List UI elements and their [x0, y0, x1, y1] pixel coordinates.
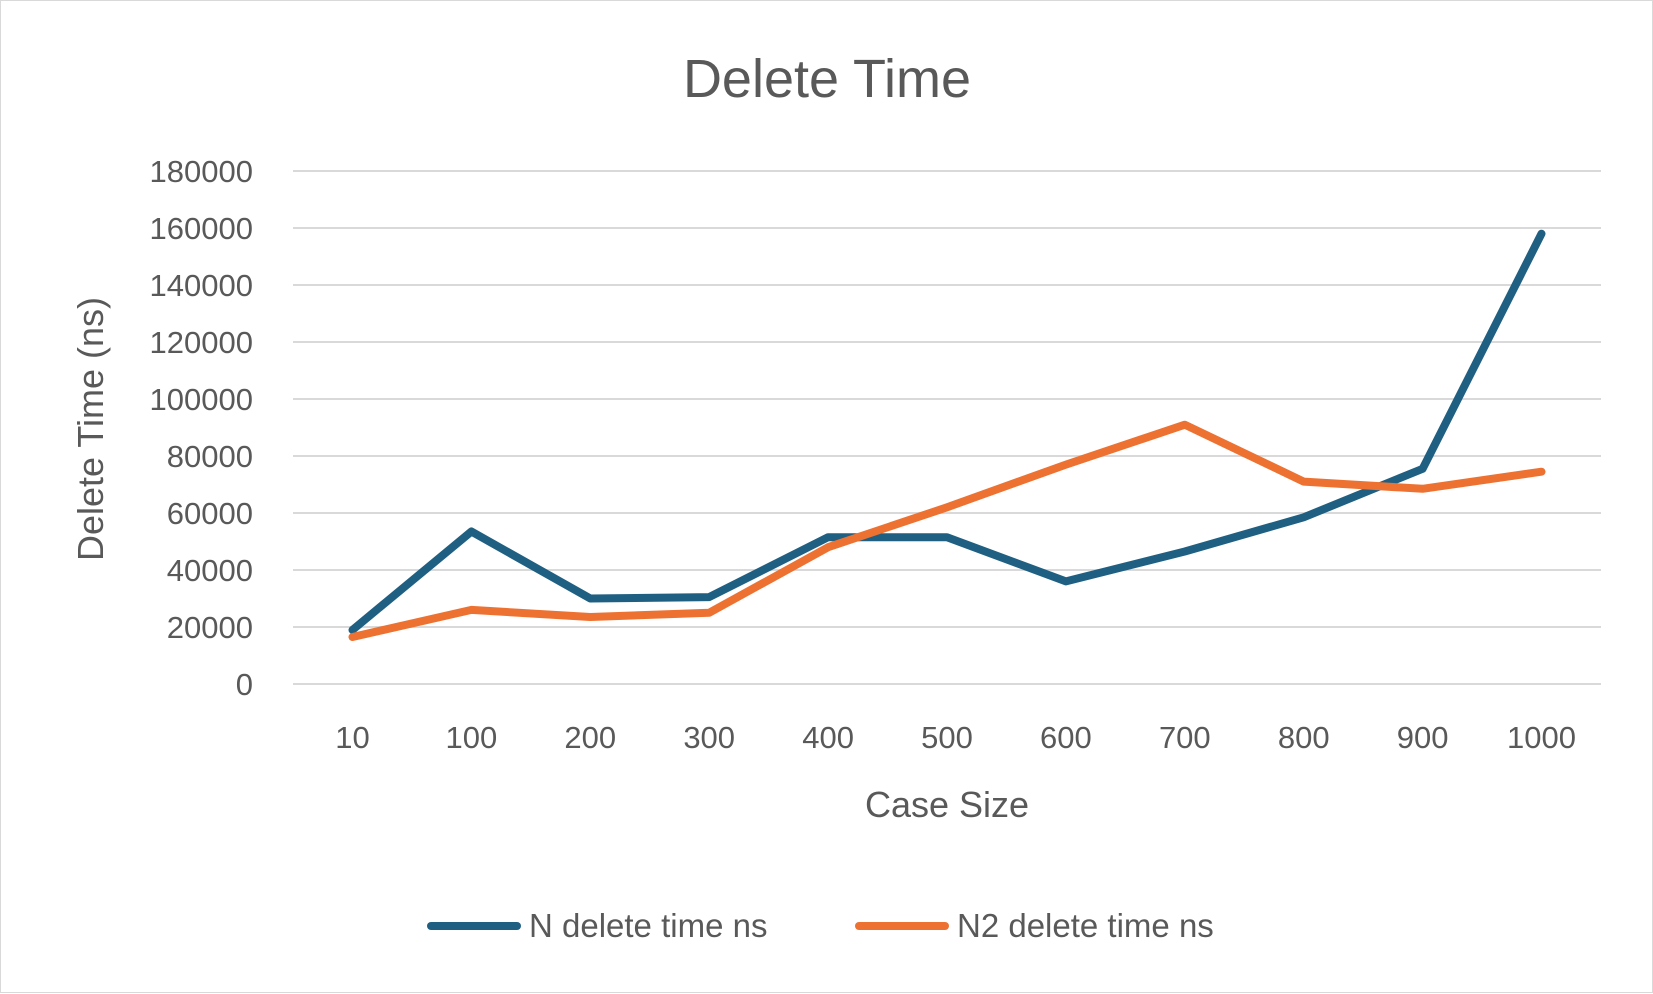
x-tick-label: 600: [1040, 720, 1092, 755]
legend-label: N2 delete time ns: [957, 907, 1214, 944]
x-tick-label: 700: [1159, 720, 1211, 755]
data-point: [351, 636, 353, 638]
y-tick-label: 40000: [167, 553, 253, 588]
legend: N delete time ns N2 delete time ns: [427, 907, 1214, 944]
data-point: [1065, 464, 1067, 466]
data-point: [1541, 233, 1543, 235]
y-tick-label: 140000: [150, 268, 253, 303]
x-tick-label: 300: [683, 720, 735, 755]
x-axis-ticks: 10 100 200 300 400 500 600 700 800 900 1000: [335, 720, 1576, 755]
data-point: [589, 616, 591, 618]
data-point: [1422, 468, 1424, 470]
x-tick-label: 500: [921, 720, 973, 755]
data-point: [470, 609, 472, 611]
data-point: [946, 506, 948, 508]
y-tick-label: 120000: [150, 325, 253, 360]
data-point: [1184, 550, 1186, 552]
data-point: [1303, 481, 1305, 483]
y-axis-title: Delete Time (ns): [70, 297, 111, 561]
data-point: [1184, 424, 1186, 426]
data-point: [1422, 488, 1424, 490]
gridlines: [293, 170, 1601, 685]
data-point: [589, 598, 591, 599]
data-point: [946, 536, 948, 538]
x-tick-label: 1000: [1507, 720, 1576, 755]
y-tick-label: 100000: [150, 382, 253, 417]
x-axis-title: Case Size: [865, 784, 1029, 825]
y-tick-label: 60000: [167, 496, 253, 531]
y-axis-ticks: 0 20000 40000 60000 80000 100000 120000 140000 1…: [150, 154, 253, 702]
x-tick-label: 800: [1278, 720, 1330, 755]
x-tick-label: 10: [335, 720, 369, 755]
legend-label: N delete time ns: [529, 907, 767, 944]
data-point: [351, 629, 353, 631]
x-tick-label: 100: [445, 720, 497, 755]
y-tick-label: 80000: [167, 439, 253, 474]
x-tick-label: 400: [802, 720, 854, 755]
x-tick-label: 200: [564, 720, 616, 755]
y-tick-label: 160000: [150, 211, 253, 246]
series-lines: [348, 229, 1546, 641]
y-tick-label: 20000: [167, 610, 253, 645]
data-point: [827, 546, 829, 548]
y-tick-label: 0: [236, 667, 253, 702]
data-point: [1303, 516, 1305, 518]
data-point: [1541, 471, 1543, 473]
data-point: [470, 531, 472, 533]
legend-item: N2 delete time ns: [855, 907, 1214, 944]
x-tick-label: 900: [1397, 720, 1449, 755]
data-point: [1065, 580, 1067, 582]
legend-item: N delete time ns: [427, 907, 767, 944]
data-point: [708, 596, 710, 598]
y-tick-label: 180000: [150, 154, 253, 189]
data-point: [708, 612, 710, 614]
chart-title: Delete Time: [683, 49, 971, 109]
data-point: [827, 536, 829, 538]
